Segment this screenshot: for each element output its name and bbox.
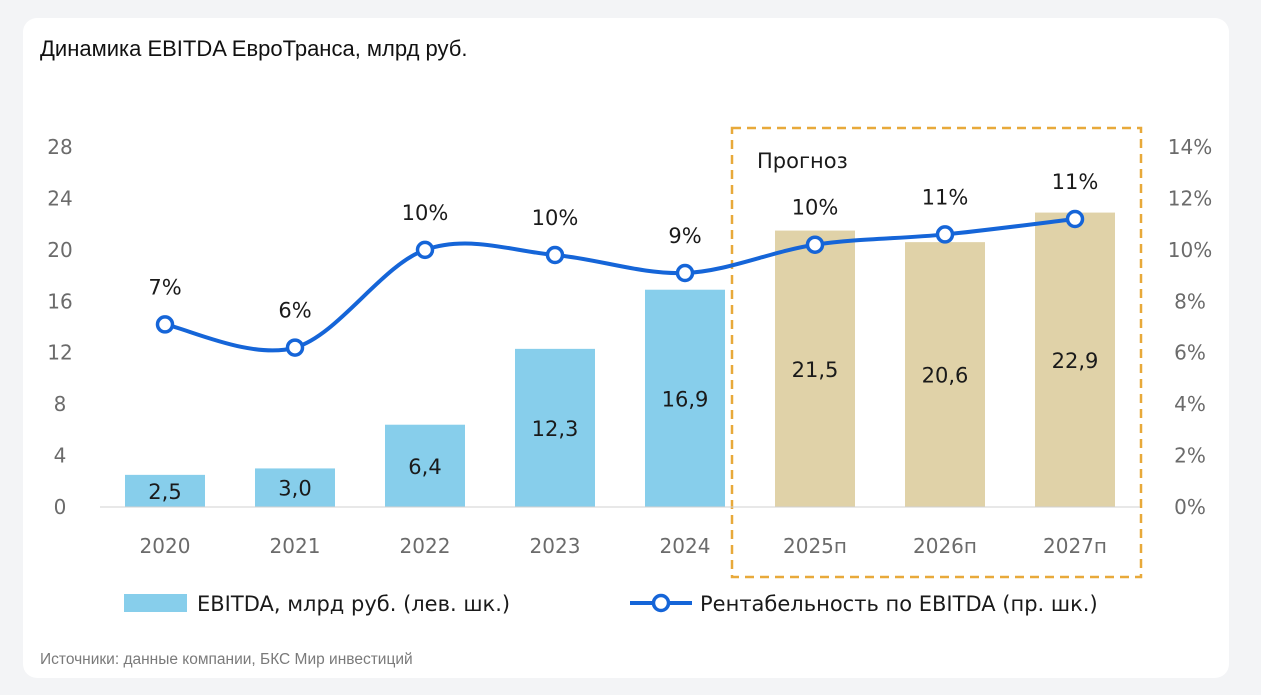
margin-point bbox=[935, 225, 955, 244]
x-tick-label: 2025п bbox=[783, 534, 847, 558]
margin-label: 10% bbox=[532, 206, 579, 230]
y-left-tick: 8 bbox=[54, 392, 67, 416]
y-left-tick: 0 bbox=[54, 495, 67, 519]
ebitda-bar bbox=[515, 348, 595, 507]
y-left-tick: 24 bbox=[47, 186, 72, 210]
ebitda-bar bbox=[385, 424, 465, 507]
ebitda-bar-label: 6,4 bbox=[408, 455, 441, 479]
margin-point bbox=[1065, 209, 1085, 229]
y-right-tick: 4% bbox=[1174, 392, 1206, 416]
legend-line-marker bbox=[651, 593, 671, 613]
ebitda-bar bbox=[905, 242, 985, 507]
margin-label: 11% bbox=[1052, 170, 1099, 194]
margin-point bbox=[285, 338, 305, 357]
chart-title: Динамика EBITDA ЕвроТранса, млрд руб. bbox=[40, 36, 468, 61]
margin-point bbox=[675, 263, 695, 283]
margin-label: 10% bbox=[792, 196, 839, 220]
ebitda-bar-label: 12,3 bbox=[532, 417, 579, 441]
margin-label: 6% bbox=[278, 299, 311, 323]
ebitda-bar-label: 22,9 bbox=[1052, 349, 1099, 373]
margin-label: 9% bbox=[668, 224, 701, 248]
x-tick-label: 2026п bbox=[913, 534, 977, 558]
margin-label: 11% bbox=[922, 185, 969, 209]
y-right-tick: 2% bbox=[1174, 444, 1206, 468]
x-tick-label: 2024 bbox=[660, 534, 711, 558]
ebitda-bar bbox=[125, 474, 205, 507]
y-left-tick: 16 bbox=[47, 289, 72, 313]
y-right-tick: 8% bbox=[1174, 289, 1206, 313]
margin-point bbox=[545, 245, 565, 265]
ebitda-bar-label: 20,6 bbox=[922, 364, 969, 388]
x-tick-label: 2027п bbox=[1043, 534, 1107, 558]
ebitda-bar bbox=[645, 289, 725, 507]
ebitda-bar-label: 3,0 bbox=[278, 477, 311, 501]
ebitda-bar bbox=[255, 468, 335, 507]
source-note: Источники: данные компании, БКС Мир инве… bbox=[40, 651, 413, 668]
margin-point bbox=[805, 235, 825, 254]
forecast-label: Прогноз bbox=[757, 149, 848, 173]
ebitda-bar bbox=[775, 230, 855, 508]
ebitda-bar bbox=[1035, 212, 1115, 508]
y-right-tick: 10% bbox=[1168, 238, 1212, 262]
legend-bar-label: EBITDA, млрд руб. (лев. шк.) bbox=[197, 592, 510, 616]
y-right-tick: 14% bbox=[1168, 135, 1212, 159]
y-left-tick: 12 bbox=[47, 341, 72, 365]
y-right-tick: 12% bbox=[1168, 186, 1212, 210]
y-left-tick: 28 bbox=[47, 135, 72, 159]
forecast-box bbox=[730, 126, 1143, 579]
legend-bar-swatch bbox=[124, 594, 187, 612]
x-tick-label: 2020 bbox=[140, 534, 191, 558]
y-left-tick: 20 bbox=[47, 238, 72, 262]
margin-label: 10% bbox=[402, 201, 449, 225]
y-right-tick: 6% bbox=[1174, 341, 1206, 365]
ebitda-bar-label: 2,5 bbox=[148, 480, 181, 504]
ebitda-bar-label: 21,5 bbox=[792, 358, 839, 382]
ebitda-bar-label: 16,9 bbox=[662, 387, 709, 411]
y-right-tick: 0% bbox=[1174, 495, 1206, 519]
margin-point bbox=[155, 315, 175, 334]
margin-point bbox=[415, 240, 435, 260]
x-tick-label: 2022 bbox=[400, 534, 451, 558]
legend-line-label: Рентабельность по EBITDA (пр. шк.) bbox=[700, 592, 1098, 616]
chart-card bbox=[23, 18, 1229, 678]
margin-line bbox=[164, 217, 1076, 353]
x-tick-label: 2023 bbox=[530, 534, 581, 558]
x-tick-label: 2021 bbox=[270, 534, 321, 558]
y-left-tick: 4 bbox=[54, 444, 67, 468]
margin-label: 7% bbox=[148, 275, 181, 299]
